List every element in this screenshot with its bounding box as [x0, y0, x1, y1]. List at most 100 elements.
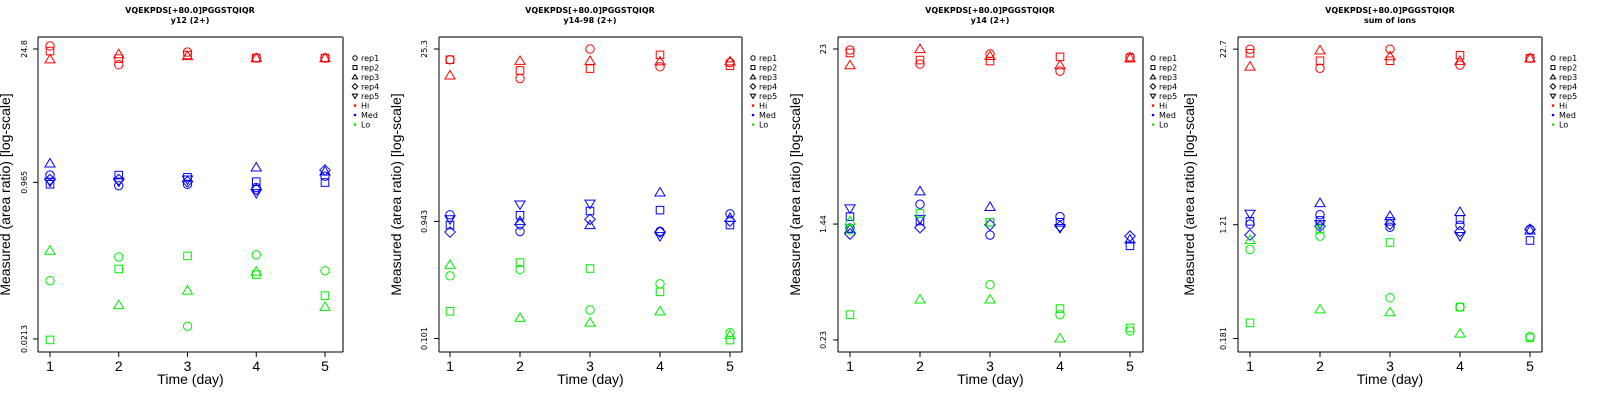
data-point-med-rep5 [444, 215, 456, 226]
legend-dot-lo [1151, 123, 1155, 126]
data-point-med-rep2 [1125, 241, 1135, 251]
data-point-lo-rep1 [725, 327, 735, 338]
data-point-med-rep3 [584, 219, 596, 230]
data-point-lo-rep2 [1385, 238, 1395, 247]
data-point-hi-rep3 [1454, 54, 1466, 65]
legend-label: rep4 [361, 83, 379, 92]
legend-label: rep3 [1159, 73, 1177, 82]
data-point-hi-rep3 [181, 50, 194, 61]
data-point-med-rep5 [654, 232, 666, 243]
data-point-hi-rep3 [584, 54, 596, 65]
x-tick-label: 2 [115, 358, 123, 374]
data-point-med-rep1 [915, 199, 925, 209]
legend-dot-hi [1551, 104, 1555, 107]
data-point-med-rep4 [1454, 225, 1466, 238]
legend-symbol-rep4 [1549, 83, 1557, 90]
data-point-lo-rep2 [985, 218, 995, 227]
y-tick-label: 0.101 [420, 327, 429, 350]
data-point-lo-rep2 [915, 208, 925, 218]
data-point-med-rep4 [1384, 218, 1396, 231]
legend-symbol-rep4 [351, 83, 359, 90]
x-tick-label: 3 [184, 358, 192, 374]
data-points [44, 41, 331, 345]
data-point-hi-rep1 [985, 49, 995, 59]
y-axis-label: Measured (area ratio) [log-scale] [0, 93, 13, 295]
data-point-lo-rep2 [1455, 302, 1465, 312]
legend-label: rep3 [361, 73, 379, 82]
data-point-lo-rep3 [1384, 306, 1396, 317]
data-point-med-rep3 [1454, 206, 1466, 216]
data-point-med-rep3 [250, 161, 263, 172]
data-point-hi-rep2 [445, 55, 455, 65]
legend-label: Med [1159, 111, 1176, 120]
data-point-med-rep3 [844, 223, 856, 234]
data-point-med-rep1 [985, 230, 995, 240]
data-point-lo-rep2 [320, 291, 330, 300]
data-point-med-rep2 [1055, 218, 1065, 227]
legend-dot-med [751, 113, 755, 117]
data-point-hi-rep1 [845, 45, 855, 55]
data-point-med-rep4 [250, 183, 263, 196]
data-point-lo-rep1 [1455, 302, 1465, 312]
legend-symbol-rep2 [1150, 65, 1156, 70]
data-point-med-rep1 [445, 210, 455, 220]
legend-symbol-rep1 [1550, 55, 1556, 61]
x-tick-label: 4 [1056, 358, 1064, 374]
data-point-lo-rep2 [1315, 225, 1325, 234]
data-point-hi-rep3 [1314, 44, 1326, 55]
data-point-lo-rep2 [183, 251, 192, 261]
x-tick-label: 2 [516, 358, 524, 374]
data-point-hi-rep2 [845, 48, 855, 58]
data-point-med-rep1 [251, 182, 261, 193]
x-tick-label: 1 [1246, 358, 1254, 374]
data-point-lo-rep1 [251, 250, 261, 260]
data-point-lo-rep3 [1244, 234, 1256, 244]
data-point-lo-rep1 [985, 280, 995, 290]
legend-dot-med [1151, 113, 1155, 117]
y-tick-label: 25.3 [420, 40, 429, 58]
data-point-med-rep3 [654, 186, 666, 197]
data-point-hi-rep3 [44, 53, 56, 64]
data-point-lo-rep3 [181, 284, 194, 295]
data-point-lo-rep3 [984, 293, 996, 304]
data-point-lo-rep1 [182, 321, 193, 331]
data-point-med-rep3 [1314, 197, 1326, 208]
x-tick-label: 1 [446, 358, 454, 374]
legend-label: rep4 [1159, 83, 1177, 92]
x-axis-label: Time (day) [957, 371, 1023, 387]
y-axis-label: Measured (area ratio) [log-scale] [388, 93, 404, 295]
panel-subtitle: y14 (2+) [971, 16, 1010, 25]
data-point-hi-rep3 [984, 50, 996, 61]
data-point-med-rep5 [914, 214, 926, 225]
data-point-lo-rep2 [655, 287, 665, 297]
data-point-med-rep5 [584, 199, 596, 210]
data-point-med-rep2 [1525, 236, 1535, 245]
data-point-hi-rep3 [112, 48, 125, 59]
data-point-hi-rep1 [585, 44, 595, 54]
data-point-med-rep5 [44, 177, 56, 188]
x-tick-label: 4 [656, 358, 664, 374]
data-point-lo-rep3 [724, 329, 736, 340]
data-point-lo-rep3 [444, 258, 456, 269]
data-point-hi-rep3 [444, 69, 456, 80]
legend-symbol-rep4 [749, 83, 757, 90]
legend-label: rep3 [1559, 73, 1577, 82]
data-point-lo-rep3 [112, 299, 125, 310]
data-point-hi-rep3 [654, 55, 666, 66]
x-tick-label: 2 [916, 358, 924, 374]
data-point-med-rep1 [320, 171, 330, 181]
data-point-med-rep1 [1385, 222, 1395, 232]
data-point-lo-rep3 [1454, 327, 1466, 338]
legend-label: rep1 [1159, 54, 1177, 63]
data-point-med-rep3 [914, 185, 926, 196]
data-point-hi-rep1 [1385, 44, 1395, 54]
data-point-lo-rep2 [251, 270, 261, 279]
legend-dot-hi [751, 104, 755, 107]
data-point-med-rep1 [1245, 219, 1255, 229]
y-axis-label: Measured (area ratio) [log-scale] [1181, 93, 1197, 295]
